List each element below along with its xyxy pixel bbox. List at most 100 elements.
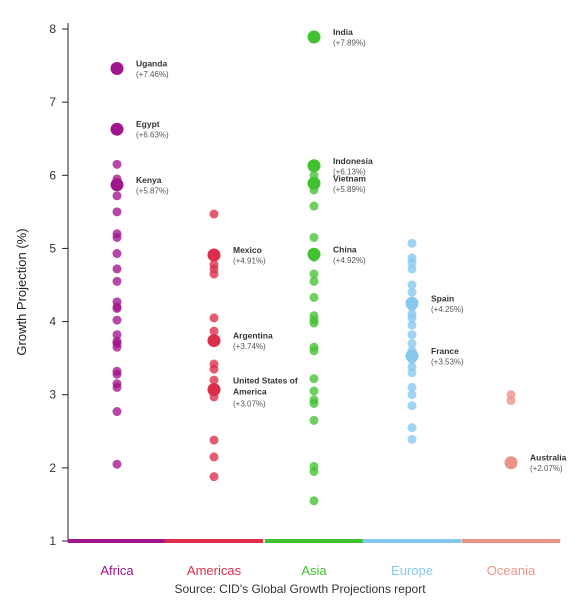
highlight-point-kenya (110, 178, 124, 192)
category-label-oceania: Oceania (487, 563, 536, 578)
data-point-europe (407, 368, 417, 378)
y-tick-label: 4 (49, 315, 56, 329)
annotation-name-indonesia: Indonesia (333, 156, 373, 166)
data-point-europe (407, 382, 417, 392)
data-point-africa (112, 249, 122, 259)
data-point-africa (112, 207, 122, 217)
data-point-asia (309, 496, 319, 506)
highlight-point-argentina (207, 334, 221, 348)
data-point-europe (407, 434, 417, 444)
data-point-asia (309, 398, 319, 408)
data-point-americas (209, 472, 219, 482)
y-axis-label: Growth Projection (%) (14, 228, 29, 355)
highlight-point-indonesia (307, 159, 321, 173)
y-tick-label: 5 (49, 241, 56, 255)
y-tick-label: 7 (49, 95, 56, 109)
data-point-asia (309, 201, 319, 211)
data-point-americas (209, 435, 219, 445)
data-point-europe (407, 264, 417, 274)
annotation-value-france: (+3.53%) (431, 357, 464, 366)
highlight-point-china (307, 247, 321, 261)
annotation-name-united-states-of-america: America (233, 387, 267, 397)
annotation-name-united-states-of-america: United States of (233, 376, 298, 386)
annotation-value-china: (+4.92%) (333, 256, 366, 265)
highlight-point-mexico (207, 248, 221, 262)
annotation-value-spain: (+4.25%) (431, 305, 464, 314)
data-point-africa (112, 264, 122, 274)
annotation-name-kenya: Kenya (136, 175, 162, 185)
annotation-value-mexico: (+4.91%) (233, 257, 266, 266)
baseline-segment-americas (164, 539, 264, 543)
y-tick-label: 3 (49, 388, 56, 402)
data-point-americas (209, 375, 219, 385)
baseline-segment-oceania (461, 539, 561, 543)
data-point-africa (112, 382, 122, 392)
baseline-segment-africa (67, 539, 167, 543)
data-point-asia (309, 415, 319, 425)
annotation-name-mexico: Mexico (233, 245, 262, 255)
highlight-point-france (405, 349, 419, 363)
annotation-name-argentina: Argentina (233, 331, 273, 341)
data-point-americas (209, 364, 219, 374)
annotation-name-china: China (333, 244, 357, 254)
source-note: Source: CID's Global Growth Projections … (174, 582, 426, 596)
highlight-point-india (307, 30, 321, 44)
data-point-africa (112, 369, 122, 379)
data-point-americas (209, 269, 219, 279)
y-tick-label: 6 (49, 168, 56, 182)
data-point-americas (209, 452, 219, 462)
annotation-value-india: (+7.89%) (333, 39, 366, 48)
data-point-europe (407, 287, 417, 297)
data-point-africa (112, 276, 122, 286)
annotation-name-india: India (333, 27, 353, 37)
baseline-segment-asia (264, 539, 364, 543)
annotation-name-uganda: Uganda (136, 58, 167, 68)
annotation-name-vietnam: Vietnam (333, 173, 366, 183)
annotation-name-france: France (431, 346, 459, 356)
data-point-asia (309, 269, 319, 279)
data-point-asia (309, 318, 319, 328)
data-point-africa (112, 232, 122, 242)
annotation-value-kenya: (+5.87%) (136, 186, 169, 195)
data-point-asia (309, 386, 319, 396)
data-point-europe (407, 320, 417, 330)
data-point-asia (309, 374, 319, 384)
highlight-point-egypt (110, 122, 124, 136)
y-tick-label: 1 (49, 534, 56, 548)
data-point-africa (112, 159, 122, 169)
category-label-asia: Asia (301, 563, 327, 578)
data-point-africa (112, 407, 122, 417)
data-point-africa (112, 191, 122, 201)
y-tick-label: 8 (49, 22, 56, 36)
category-label-africa: Africa (100, 563, 134, 578)
data-point-europe (407, 330, 417, 340)
data-point-asia (309, 232, 319, 242)
data-point-europe (407, 390, 417, 400)
data-point-europe (407, 313, 417, 323)
annotation-value-united-states-of-america: (+3.07%) (233, 400, 266, 409)
data-point-asia (309, 346, 319, 356)
data-point-europe (407, 280, 417, 290)
annotation-name-egypt: Egypt (136, 119, 160, 129)
highlight-point-spain (405, 296, 419, 310)
annotation-value-argentina: (+3.74%) (233, 342, 266, 351)
category-label-americas: Americas (187, 563, 242, 578)
data-point-asia (309, 467, 319, 477)
highlight-point-united-states-of-america (207, 383, 221, 397)
data-point-europe (407, 238, 417, 248)
data-point-oceania (506, 396, 516, 406)
data-point-europe (407, 423, 417, 433)
annotation-value-egypt: (+6.63%) (136, 131, 169, 140)
data-point-americas (209, 313, 219, 323)
annotation-value-uganda: (+7.46%) (136, 70, 169, 79)
data-point-americas (209, 326, 219, 336)
highlight-point-vietnam (307, 176, 321, 190)
data-point-europe (407, 401, 417, 411)
data-point-africa (112, 459, 122, 469)
y-tick-label: 2 (49, 461, 56, 475)
data-point-asia (309, 292, 319, 302)
annotation-name-spain: Spain (431, 293, 454, 303)
data-point-africa (112, 303, 122, 313)
data-point-europe (407, 339, 417, 349)
